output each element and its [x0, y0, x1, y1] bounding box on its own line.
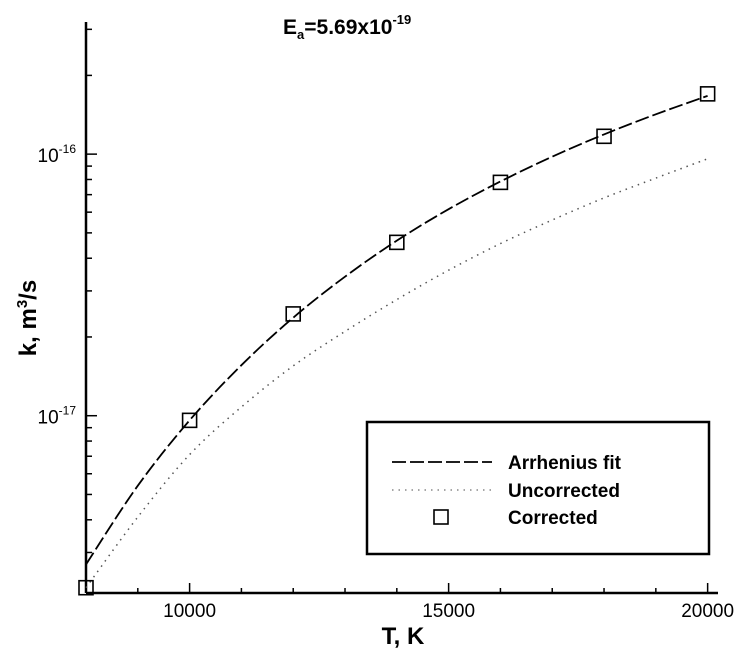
x-tick-label: 20000	[681, 601, 734, 622]
axes	[84, 22, 718, 595]
data-point-corrected	[389, 234, 405, 251]
title-exponent: -19	[392, 12, 411, 27]
y-tick-label: 10-16	[38, 142, 77, 167]
data-point-corrected	[285, 306, 302, 322]
y-tick-label: 10-17	[38, 404, 77, 429]
legend: Arrhenius fit Uncorrected Corrected	[365, 420, 711, 556]
x-tick-label: 10000	[163, 601, 216, 622]
data-point-corrected	[596, 128, 612, 145]
series-layer	[78, 86, 716, 596]
legend-label-corrected: Corrected	[508, 508, 598, 529]
y-tick-exponent: -16	[59, 142, 77, 156]
y-axis-title-sup: 3	[14, 300, 31, 308]
y-tick-base: 10	[38, 408, 59, 429]
x-axis-title: T, K	[382, 623, 425, 650]
data-point-corrected	[699, 86, 716, 102]
series-line-arrhenius-fit	[85, 95, 708, 565]
legend-label-arrhenius-fit: Arrhenius fit	[508, 453, 622, 474]
x-ticks: 10000 15000 20000	[137, 583, 734, 622]
y-axis-title: k, m3/s	[14, 280, 42, 356]
legend-symbol-corrected	[433, 509, 449, 525]
y-tick-base: 10	[38, 146, 59, 167]
legend-label-uncorrected: Uncorrected	[508, 481, 620, 502]
title-value: =5.69x10	[304, 16, 392, 39]
data-point-corrected	[181, 412, 198, 429]
legend-box	[365, 420, 711, 556]
y-tick-exponent: -17	[59, 404, 77, 418]
data-point-corrected	[78, 579, 94, 596]
title-subscript: a	[297, 27, 305, 42]
y-axis-title-tail: /s	[15, 280, 42, 300]
series-corrected	[78, 86, 716, 596]
x-tick-label: 15000	[422, 601, 475, 622]
chart-title: Ea=5.69x10-19	[283, 12, 411, 42]
data-point-corrected	[492, 174, 509, 191]
title-main: E	[283, 16, 297, 39]
y-axis-title-main: k, m	[15, 308, 42, 356]
